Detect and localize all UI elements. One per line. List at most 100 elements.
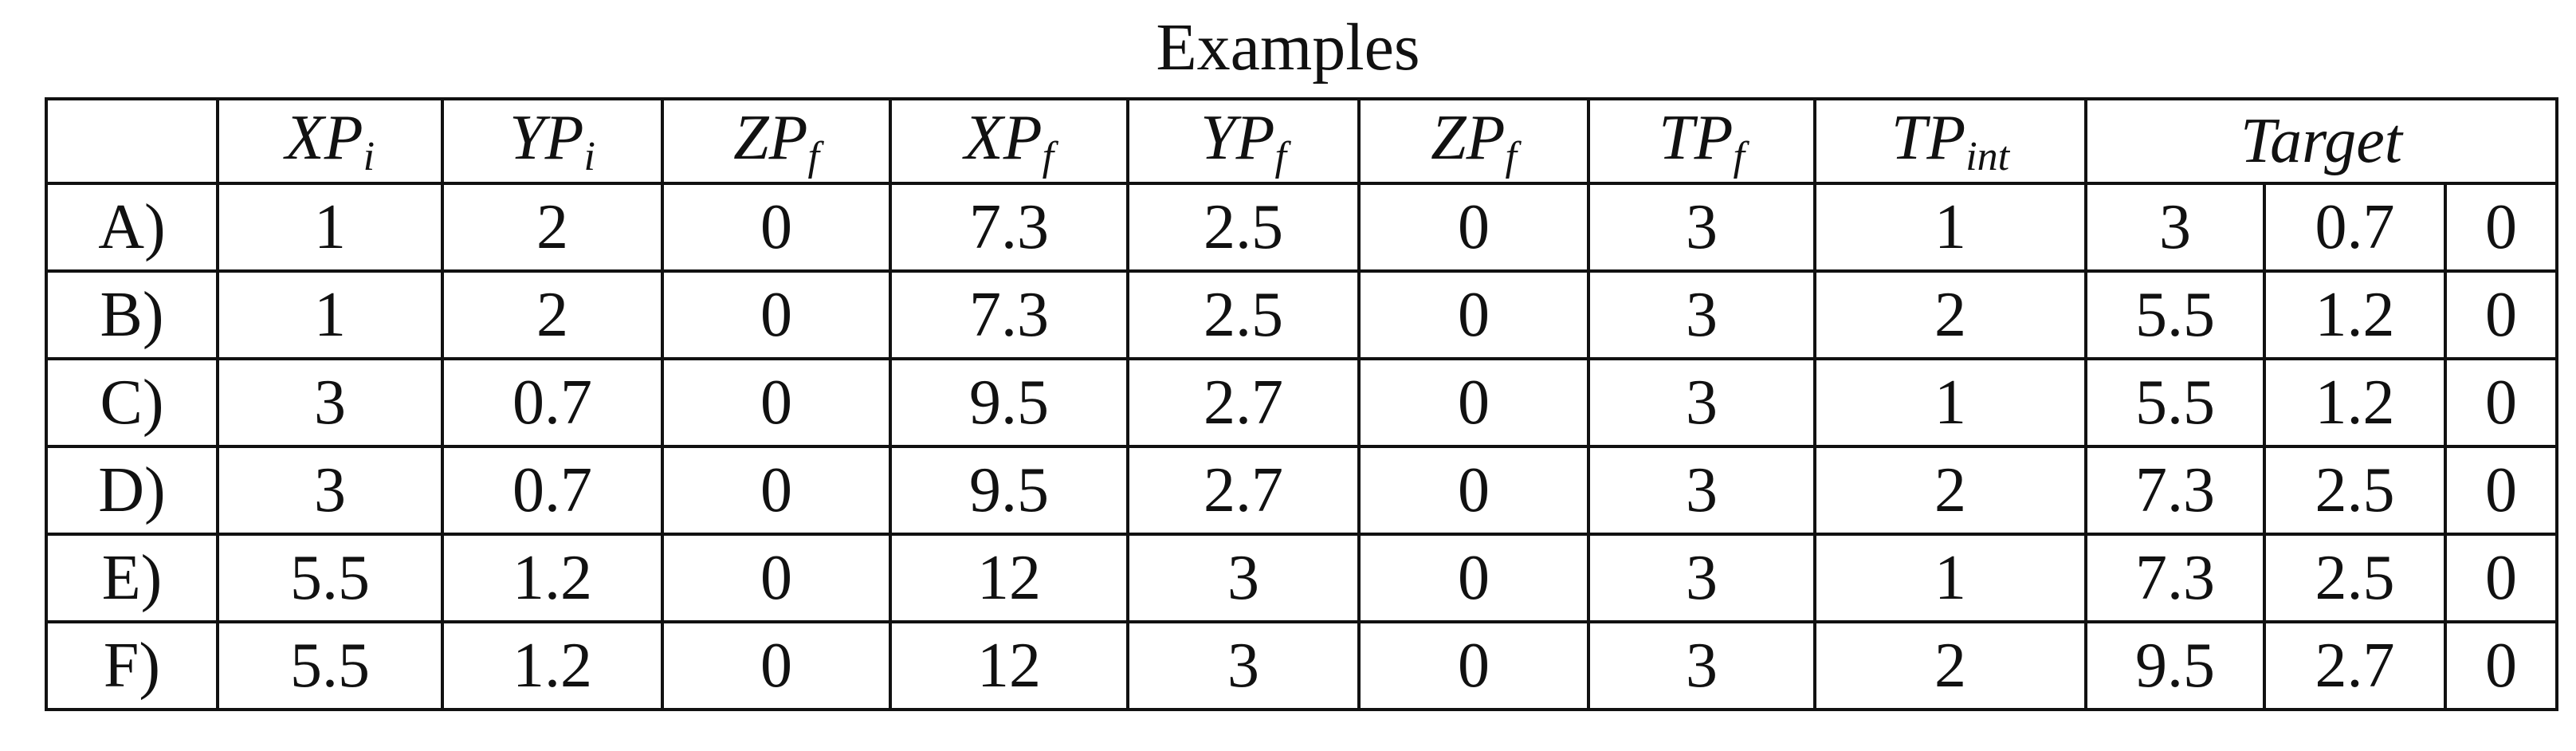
column-header: ZPf — [661, 97, 892, 185]
cell: 3 — [1126, 620, 1361, 711]
column-header: TPint — [1813, 97, 2087, 185]
cell: 3 — [1126, 533, 1361, 623]
table-title: Examples — [1156, 10, 1420, 85]
cell: 3 — [1587, 269, 1816, 360]
cell: 2.5 — [2263, 445, 2447, 536]
cell: 2.5 — [1126, 182, 1361, 273]
column-subscript: f — [1042, 134, 1054, 179]
row-label: D) — [45, 445, 219, 536]
row-label: F) — [45, 620, 219, 711]
cell: 2.7 — [2263, 620, 2447, 711]
column-header: YPi — [441, 97, 664, 185]
cell: 0 — [2444, 445, 2558, 536]
data-row: C) 3 0.7 0 9.5 2.7 0 3 1 5.5 1.2 0 — [45, 357, 2558, 448]
column-header: YPf — [1126, 97, 1361, 185]
column-subscript: f — [1274, 134, 1286, 179]
column-subscript: int — [1965, 134, 2010, 179]
column-name: ZP — [733, 103, 808, 173]
cell: 5.5 — [2084, 357, 2266, 448]
column-name: XP — [964, 103, 1043, 173]
column-header: XPf — [889, 97, 1129, 185]
cell: 12 — [889, 533, 1129, 623]
cell: 3 — [1587, 445, 1816, 536]
cell: 1 — [1813, 533, 2087, 623]
cell: 2.5 — [1126, 269, 1361, 360]
cell: 1 — [1813, 357, 2087, 448]
cell: 0 — [661, 533, 892, 623]
data-row: D) 3 0.7 0 9.5 2.7 0 3 2 7.3 2.5 0 — [45, 445, 2558, 536]
cell: 0 — [1357, 533, 1590, 623]
cell: 0 — [2444, 533, 2558, 623]
cell: 0 — [1357, 357, 1590, 448]
cell: 0 — [2444, 182, 2558, 273]
cell: 1.2 — [441, 620, 664, 711]
column-subscript: i — [363, 134, 375, 179]
cell: 2.7 — [1126, 445, 1361, 536]
column-name: YP — [509, 103, 584, 173]
cell: 3 — [216, 357, 444, 448]
cell: 2 — [441, 182, 664, 273]
target-header: Target — [2084, 97, 2558, 185]
row-label: B) — [45, 269, 219, 360]
cell: 3 — [1587, 357, 1816, 448]
cell: 0.7 — [441, 357, 664, 448]
column-name: YP — [1200, 103, 1275, 173]
cell: 2 — [1813, 620, 2087, 711]
cell: 9.5 — [889, 445, 1129, 536]
column-name: XP — [285, 103, 363, 173]
cell: 5.5 — [2084, 269, 2266, 360]
cell: 0 — [661, 357, 892, 448]
examples-table: XPi YPi ZPf XPf YPf ZPf TPf TPint Target A) 1 2 0 7.3… — [45, 97, 2558, 711]
cell: 2 — [1813, 445, 2087, 536]
cell: 3 — [216, 445, 444, 536]
cell: 0 — [1357, 620, 1590, 711]
cell: 2.7 — [1126, 357, 1361, 448]
cell: 0 — [1357, 445, 1590, 536]
cell: 0 — [2444, 269, 2558, 360]
cell: 0.7 — [441, 445, 664, 536]
column-header: ZPf — [1357, 97, 1590, 185]
cell: 9.5 — [2084, 620, 2266, 711]
cell: 0 — [661, 182, 892, 273]
column-name: ZP — [1431, 103, 1506, 173]
cell: 2 — [1813, 269, 2087, 360]
cell: 0 — [661, 620, 892, 711]
cell: 3 — [1587, 620, 1816, 711]
cell: 0 — [1357, 269, 1590, 360]
cell: 0 — [661, 269, 892, 360]
cell: 3 — [1587, 533, 1816, 623]
cell: 1 — [216, 269, 444, 360]
cell: 7.3 — [889, 269, 1129, 360]
cell: 7.3 — [889, 182, 1129, 273]
corner-cell — [45, 97, 219, 185]
cell: 7.3 — [2084, 533, 2266, 623]
row-label: A) — [45, 182, 219, 273]
cell: 1.2 — [2263, 269, 2447, 360]
cell: 0.7 — [2263, 182, 2447, 273]
cell: 0 — [2444, 620, 2558, 711]
cell: 2.5 — [2263, 533, 2447, 623]
column-subscript: f — [1733, 134, 1745, 179]
column-subscript: f — [807, 134, 819, 179]
cell: 1 — [216, 182, 444, 273]
column-name: TP — [1891, 103, 1966, 173]
cell: 3 — [2084, 182, 2266, 273]
column-subscript: f — [1505, 134, 1517, 179]
cell: 0 — [661, 445, 892, 536]
cell: 1 — [1813, 182, 2087, 273]
cell: 12 — [889, 620, 1129, 711]
column-header: TPf — [1587, 97, 1816, 185]
cell: 0 — [1357, 182, 1590, 273]
cell: 7.3 — [2084, 445, 2266, 536]
column-header: XPi — [216, 97, 444, 185]
row-label: C) — [45, 357, 219, 448]
data-row: F) 5.5 1.2 0 12 3 0 3 2 9.5 2.7 0 — [45, 620, 2558, 711]
row-label: E) — [45, 533, 219, 623]
cell: 2 — [441, 269, 664, 360]
cell: 5.5 — [216, 533, 444, 623]
column-subscript: i — [583, 134, 595, 179]
cell: 1.2 — [441, 533, 664, 623]
column-name: TP — [1659, 103, 1734, 173]
cell: 3 — [1587, 182, 1816, 273]
